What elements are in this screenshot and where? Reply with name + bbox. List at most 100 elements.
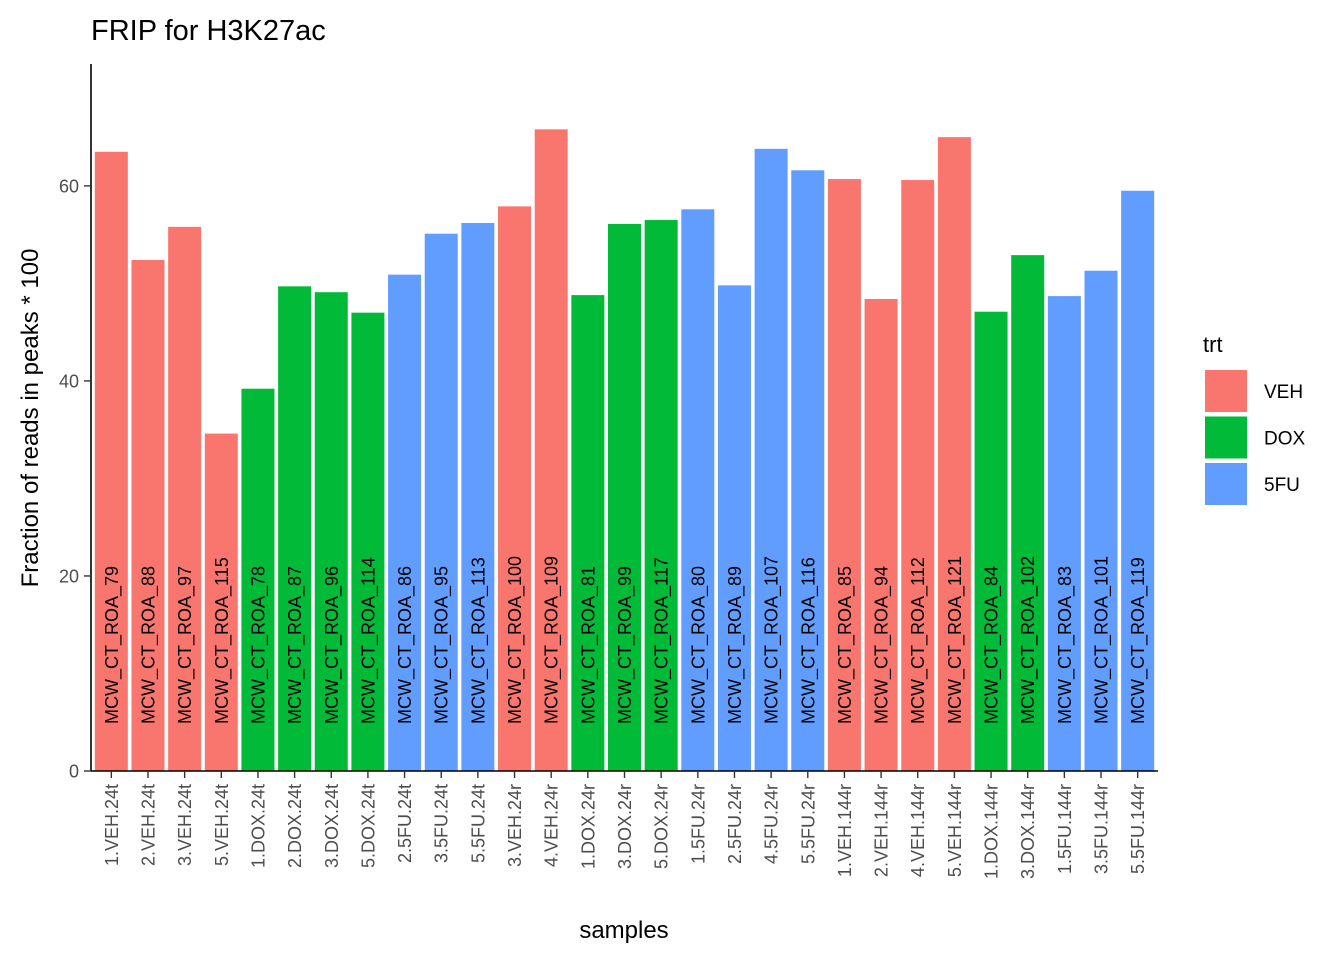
- x-tick-label: 4.5FU.24r: [762, 784, 782, 864]
- x-tick-label: 1.DOX.24r: [578, 784, 598, 869]
- bar-label: MCW_CT_ROA_89: [725, 566, 746, 724]
- bar: [314, 292, 348, 771]
- bar: [1121, 190, 1155, 771]
- x-tick-label: 1.5FU.144r: [1055, 784, 1075, 874]
- x-tick-label: 5.DOX.24r: [652, 784, 672, 869]
- y-tick-label: 60: [59, 176, 79, 196]
- bar: [754, 148, 788, 772]
- bar-label: MCW_CT_ROA_101: [1092, 556, 1113, 724]
- bar: [791, 170, 825, 772]
- bar: [278, 286, 312, 771]
- bar: [644, 220, 678, 771]
- x-tick-label: 3.DOX.144r: [1018, 784, 1038, 879]
- bar-label: MCW_CT_ROA_112: [908, 557, 929, 724]
- x-tick-label: 4.VEH.144r: [908, 784, 928, 877]
- bar: [717, 285, 751, 771]
- legend-label: DOX: [1264, 429, 1306, 450]
- bar: [864, 299, 898, 771]
- bar-label: MCW_CT_ROA_102: [1018, 556, 1039, 724]
- bar: [241, 388, 275, 771]
- x-tick-label: 3.DOX.24r: [615, 784, 635, 869]
- x-tick-label: 2.VEH.24t: [138, 784, 158, 866]
- bar-label: MCW_CT_ROA_115: [212, 557, 233, 724]
- bar: [498, 206, 532, 771]
- bar-label: MCW_CT_ROA_85: [835, 566, 856, 724]
- legend-key: [1205, 463, 1247, 505]
- bar-label: MCW_CT_ROA_94: [872, 566, 893, 724]
- y-axis-title: Fraction of reads in peaks * 100: [17, 249, 44, 588]
- bar-label: MCW_CT_ROA_81: [578, 566, 599, 724]
- bar-label: MCW_CT_ROA_78: [248, 566, 269, 724]
- bar-label: MCW_CT_ROA_99: [615, 566, 636, 724]
- x-tick-label: 5.5FU.24r: [798, 784, 818, 864]
- legend-title: trt: [1203, 332, 1223, 357]
- bar: [1047, 296, 1081, 771]
- bar-label: MCW_CT_ROA_87: [285, 566, 306, 724]
- x-axis-title: samples: [579, 917, 668, 944]
- y-tick-label: 40: [59, 371, 79, 391]
- bar: [424, 233, 458, 771]
- bar: [388, 274, 422, 771]
- y-tick-label: 20: [59, 566, 79, 586]
- bar-label: MCW_CT_ROA_107: [762, 556, 783, 724]
- x-tick-label: 2.5FU.24r: [725, 784, 745, 864]
- x-tick-label: 4.VEH.24r: [542, 784, 562, 867]
- x-tick-label: 1.VEH.24t: [102, 784, 122, 866]
- bar: [204, 433, 238, 771]
- bar: [827, 179, 861, 771]
- bar-label: MCW_CT_ROA_84: [982, 566, 1003, 724]
- bar-label: MCW_CT_ROA_116: [798, 557, 819, 724]
- bar: [901, 180, 935, 772]
- x-ticks: 1.VEH.24t 2.VEH.24t 3.VEH.24t 5.VEH.24t 1.DO…: [102, 771, 1148, 879]
- y-ticks: 0 20 40 60: [59, 176, 91, 782]
- bar: [937, 137, 971, 771]
- x-tick-label: 3.5FU.144r: [1092, 784, 1112, 874]
- x-tick-label: 3.VEH.24r: [505, 784, 525, 867]
- bar: [571, 295, 605, 771]
- x-tick-label: 3.5FU.24t: [432, 784, 452, 863]
- x-tick-label: 1.DOX.24t: [248, 784, 268, 868]
- legend: trt VEH DOX 5FU: [1203, 332, 1306, 505]
- bar-label: MCW_CT_ROA_100: [505, 556, 526, 724]
- bar: [681, 209, 715, 772]
- x-tick-label: 5.VEH.144r: [945, 784, 965, 877]
- bar: [94, 151, 128, 771]
- bar-label: MCW_CT_ROA_80: [688, 566, 709, 724]
- bar: [131, 260, 165, 771]
- x-tick-label: 2.5FU.24t: [395, 784, 415, 863]
- bar: [608, 223, 641, 771]
- x-tick-label: 1.VEH.144r: [835, 784, 855, 877]
- bar: [1011, 255, 1045, 771]
- x-tick-label: 1.5FU.24r: [688, 784, 708, 864]
- bar-label: MCW_CT_ROA_88: [138, 566, 159, 724]
- bar-label: MCW_CT_ROA_113: [468, 557, 489, 724]
- bar-label: MCW_CT_ROA_119: [1128, 557, 1149, 724]
- bar-label: MCW_CT_ROA_114: [358, 557, 379, 724]
- bar-label: MCW_CT_ROA_97: [175, 566, 196, 724]
- x-tick-label: 3.VEH.24t: [175, 784, 195, 866]
- bar-label: MCW_CT_ROA_121: [945, 556, 966, 724]
- bar: [168, 226, 202, 772]
- bar-label: MCW_CT_ROA_95: [432, 566, 453, 724]
- bar-label: MCW_CT_ROA_79: [102, 566, 123, 724]
- chart-title: FRIP for H3K27ac: [91, 15, 326, 47]
- legend-label: VEH: [1264, 382, 1303, 403]
- bar-label: MCW_CT_ROA_117: [652, 557, 673, 724]
- x-tick-label: 5.5FU.144r: [1128, 784, 1148, 874]
- bar-label: MCW_CT_ROA_83: [1055, 566, 1076, 724]
- x-tick-label: 5.VEH.24t: [212, 784, 232, 866]
- bar-label: MCW_CT_ROA_109: [542, 556, 563, 724]
- bars-layer: MCW_CT_ROA_79 MCW_CT_ROA_88 MCW_CT_ROA_97 M…: [94, 129, 1155, 772]
- bar: [461, 222, 495, 771]
- bar-label: MCW_CT_ROA_96: [322, 566, 343, 724]
- x-tick-label: 5.5FU.24t: [468, 784, 488, 863]
- x-tick-label: 2.VEH.144r: [872, 784, 892, 877]
- bar: [1084, 270, 1118, 771]
- bar: [534, 129, 568, 772]
- bar: [974, 311, 1008, 771]
- x-tick-label: 5.DOX.24t: [358, 784, 378, 868]
- x-tick-label: 2.DOX.24t: [285, 784, 305, 868]
- x-tick-label: 1.DOX.144r: [982, 784, 1002, 879]
- bar-label: MCW_CT_ROA_86: [395, 566, 416, 724]
